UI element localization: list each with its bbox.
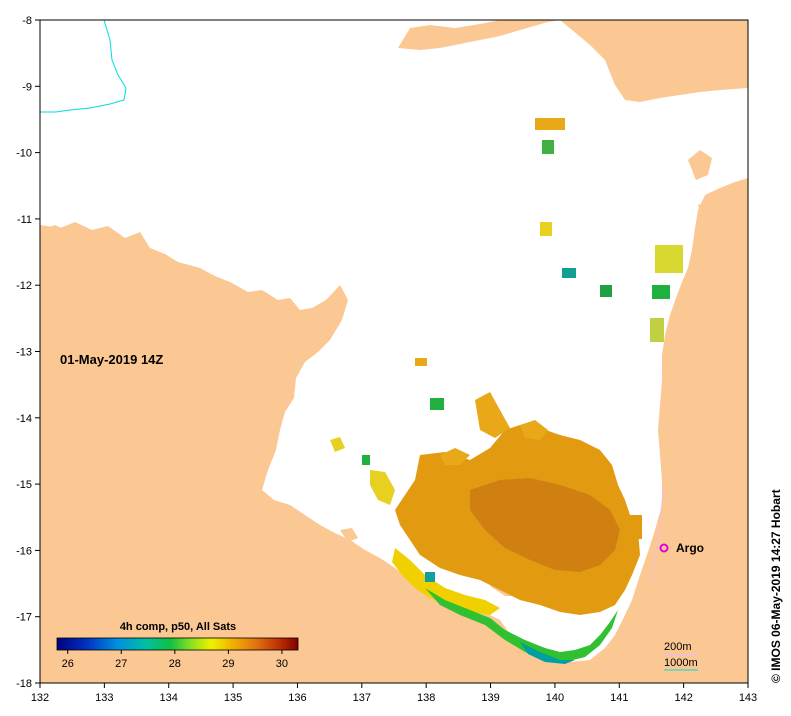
argo-icon: [659, 543, 669, 553]
colorbar-title: 4h comp, p50, All Sats: [120, 621, 236, 633]
sst-fragment: [650, 318, 664, 342]
x-tick-label: 132: [31, 692, 49, 704]
contour-1000m-line: [40, 19, 127, 113]
argo-label: Argo: [676, 541, 704, 555]
contour-legend: 200m 1000m: [664, 641, 698, 671]
y-tick-label: -15: [16, 479, 32, 491]
sst-teal-edge: [520, 642, 575, 664]
contour-200m-line: [649, 489, 664, 584]
x-tick-label: 135: [224, 692, 242, 704]
contour-legend-200m: 200m: [664, 641, 692, 653]
x-tick-label: 137: [353, 692, 371, 704]
sst-fragment: [562, 268, 576, 278]
sst-fragment: [628, 515, 642, 539]
land-west: [40, 178, 748, 683]
x-tick-label: 143: [739, 692, 757, 704]
y-tick-label: -17: [16, 612, 32, 624]
land-melville: [40, 225, 70, 245]
y-tick-label: -12: [16, 280, 32, 292]
land-new-guinea: [398, 20, 748, 102]
sst-yellow-west: [330, 437, 395, 505]
sst-fragment: [540, 222, 552, 236]
y-tick-label: -11: [17, 214, 32, 226]
x-tick-label: 139: [481, 692, 499, 704]
sst-fragment: [362, 455, 370, 465]
sst-green-band: [425, 588, 618, 662]
date-stamp: 01-May-2019 14Z: [60, 352, 163, 367]
x-tick-label: 138: [417, 692, 435, 704]
land-new-guinea-east: [690, 32, 748, 60]
sst-fragment: [425, 572, 435, 582]
sst-core-dark: [470, 478, 620, 572]
x-axis: 132 133 134 135 136 137 138 139 140 141 142 143: [31, 683, 757, 704]
credit-text: © IMOS 06-May-2019 14:27 Hobart: [769, 489, 783, 683]
y-tick-label: -8: [22, 15, 32, 27]
argo-marker[interactable]: Argo: [659, 541, 705, 555]
y-tick-label: -16: [16, 545, 32, 557]
colorbar-tick-label: 27: [115, 658, 127, 670]
colorbar-legend: 4h comp, p50, All Sats 26 27 28 29 30: [56, 621, 299, 670]
y-axis: -8 -9 -10 -11 -12 -13 -14 -15 -16 -17 -18: [16, 15, 40, 690]
x-tick-label: 136: [288, 692, 306, 704]
land-island-2: [340, 528, 358, 542]
x-tick-label: 134: [160, 692, 178, 704]
land-cape-york: [688, 150, 712, 180]
sst-fragment: [535, 118, 565, 130]
land-cape-york-tip: [698, 200, 748, 250]
y-tick-label: -14: [16, 413, 32, 425]
sst-fragment: [415, 358, 427, 366]
sst-fragment: [655, 245, 683, 273]
colorbar: [56, 637, 299, 651]
colorbar-tick-label: 28: [169, 658, 181, 670]
contour-legend-1000m: 1000m: [664, 657, 698, 669]
y-tick-label: -9: [22, 81, 32, 93]
x-tick-label: 142: [674, 692, 692, 704]
colorbar-ticks: 26 27 28 29 30: [62, 650, 288, 670]
sst-north-lobes: [440, 392, 548, 465]
sst-fragment: [652, 285, 670, 299]
x-tick-label: 140: [546, 692, 564, 704]
y-tick-label: -10: [16, 148, 32, 160]
colorbar-tick-label: 30: [276, 658, 288, 670]
sst-fragment: [600, 285, 612, 297]
y-tick-label: -13: [16, 347, 32, 359]
sst-yellow-band: [392, 548, 500, 615]
colorbar-tick-label: 29: [222, 658, 234, 670]
sst-fragment: [542, 140, 554, 154]
x-tick-label: 133: [95, 692, 113, 704]
y-tick-label: -18: [16, 678, 32, 690]
colorbar-tick-label: 26: [62, 658, 74, 670]
x-tick-label: 141: [610, 692, 628, 704]
sst-fragment: [430, 398, 444, 410]
